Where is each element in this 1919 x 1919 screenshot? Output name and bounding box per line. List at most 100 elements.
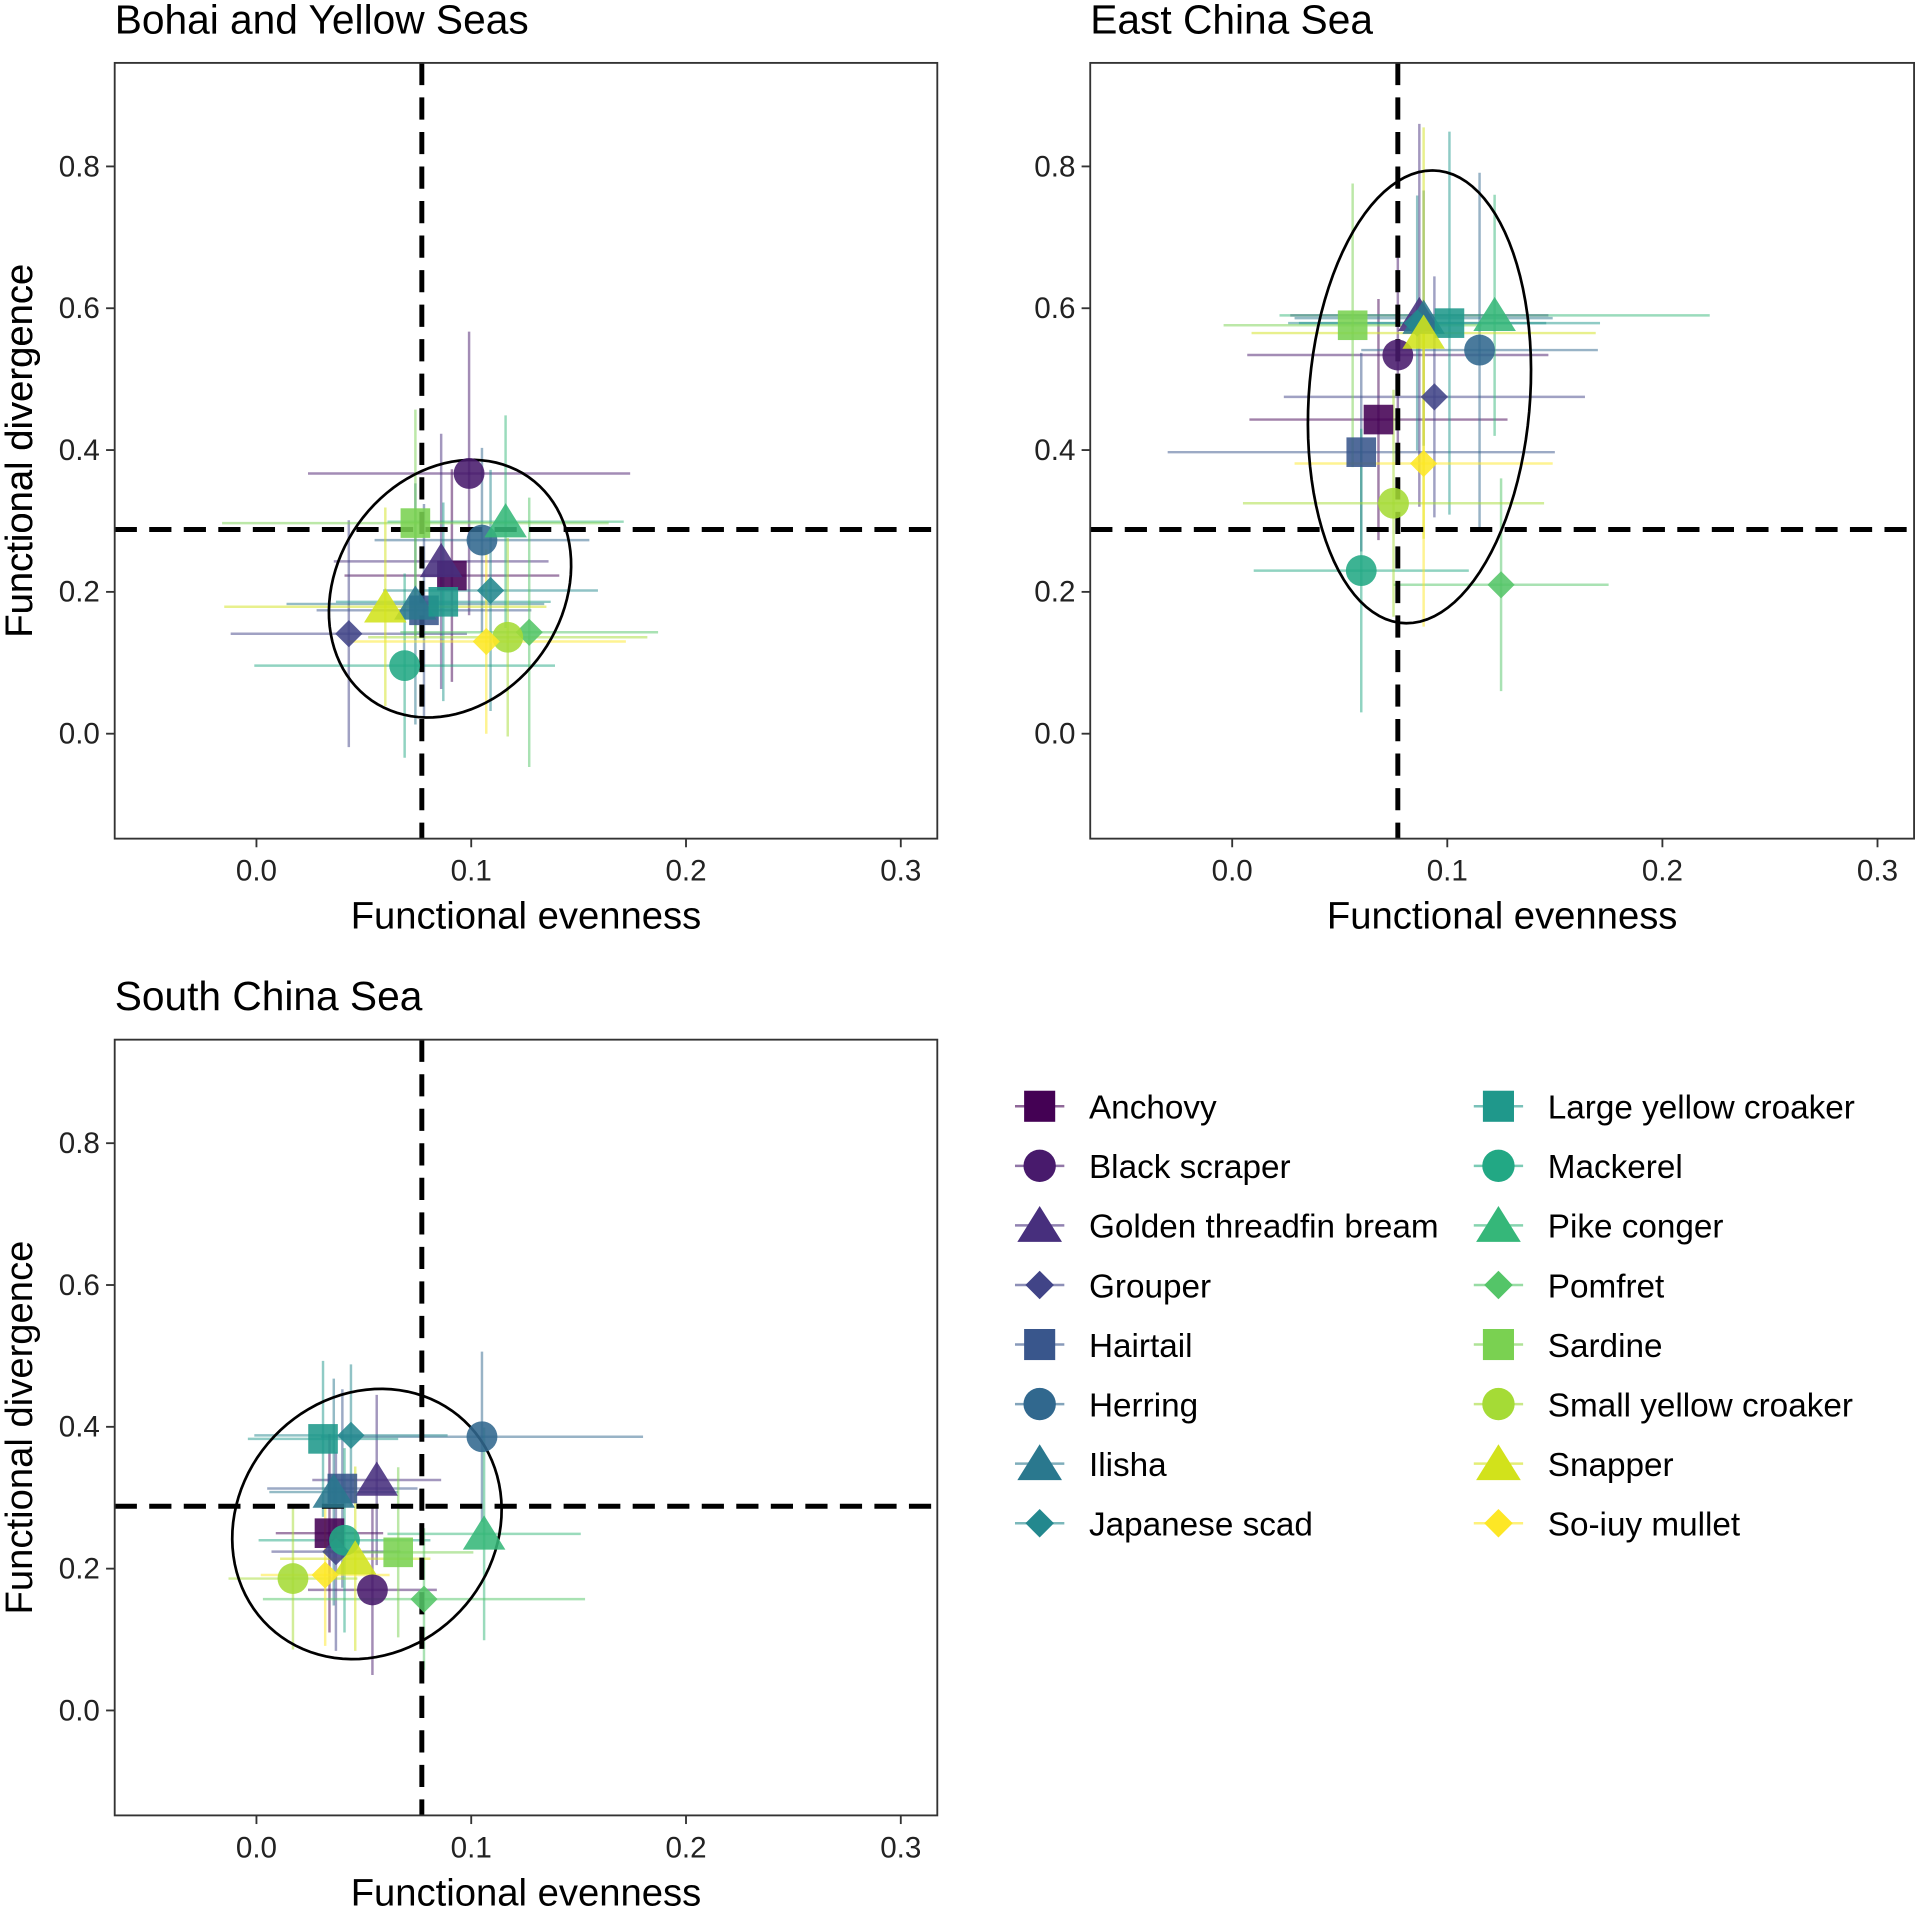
plot-border <box>113 61 939 840</box>
marker-triangle <box>1473 296 1516 332</box>
x-axis-title: Functional evenness <box>351 895 702 938</box>
marker-square <box>1024 1090 1056 1122</box>
legend-entry: Golden threadfin bream <box>1014 1205 1439 1246</box>
legend-entry: Grouper <box>1014 1268 1211 1305</box>
marker-circle <box>492 621 524 653</box>
x-tick-label: 0.2 <box>665 1831 706 1864</box>
marker-triangle <box>1476 1205 1521 1242</box>
x-tick-label: 0.3 <box>1857 855 1898 888</box>
marker-diamond <box>335 620 363 648</box>
marker-diamond <box>515 618 543 646</box>
legend-label: Pomfret <box>1548 1268 1665 1305</box>
y-tick-label: 0.8 <box>1034 150 1075 183</box>
x-tick-label: 0.3 <box>880 1831 921 1864</box>
marker-triangle <box>364 588 407 623</box>
marker-triangle <box>484 503 527 538</box>
marker-triangle <box>312 1473 356 1508</box>
legend-label: Sardine <box>1548 1328 1663 1365</box>
legend: Anchovy Black scraper Golden threadfin bre… <box>1014 1090 1855 1544</box>
y-axis-title: Functional divergence <box>0 264 41 638</box>
legend-label: Mackerel <box>1548 1149 1683 1186</box>
x-tick-label: 0.1 <box>1427 855 1468 888</box>
marker-diamond <box>1420 383 1448 411</box>
x-tick-label: 0.0 <box>236 1831 277 1864</box>
marker-square <box>1434 308 1465 338</box>
marker-triangle <box>355 1461 399 1496</box>
y-tick-label: 0.4 <box>1034 434 1075 467</box>
legend-label: Herring <box>1089 1387 1198 1424</box>
legend-entry: Pike conger <box>1473 1205 1724 1246</box>
x-tick-label: 0.1 <box>451 855 492 888</box>
marker-circle <box>1023 1149 1056 1183</box>
marker-square <box>1024 1328 1056 1361</box>
x-tick-label: 0.2 <box>1642 855 1683 888</box>
marker-triangle <box>394 585 437 620</box>
marker-square <box>400 508 431 538</box>
legend-entry: Japanese scad <box>1014 1507 1313 1544</box>
marker-triangle <box>419 542 463 578</box>
panel: Bohai and Yellow Seas 0.0 0.1 0.2 0.3 0.0 0.2 0… <box>0 0 939 938</box>
legend-entry: So-iuy mullet <box>1473 1507 1740 1544</box>
marker-circle <box>389 650 421 682</box>
y-tick-label: 0.4 <box>59 1411 100 1444</box>
marker-square <box>1482 1328 1514 1361</box>
y-tick-label: 0.4 <box>59 434 100 467</box>
legend-entry: Anchovy <box>1014 1090 1217 1127</box>
legend-entry: Mackerel <box>1473 1149 1683 1186</box>
marker-triangle <box>333 1540 377 1575</box>
marker-square <box>1337 310 1368 341</box>
marker-triangle <box>462 1515 506 1550</box>
marker-circle <box>1482 1149 1515 1183</box>
marker-square <box>428 587 459 617</box>
y-axis-title: Functional divergence <box>0 264 41 638</box>
legend-label: Snapper <box>1548 1447 1674 1484</box>
y-tick-label: 0.0 <box>59 1694 100 1727</box>
panel: East China Sea 0.0 0.1 0.2 0.3 0.0 0.2 0.4 0.6 0.… <box>0 0 1915 938</box>
legend-label: Grouper <box>1089 1268 1211 1305</box>
marker-circle <box>277 1563 309 1594</box>
x-tick-label: 0.0 <box>1212 855 1253 888</box>
panel-title: South China Sea <box>115 973 423 1019</box>
y-tick-label: 0.6 <box>59 292 100 325</box>
marker-diamond <box>1484 1270 1513 1300</box>
marker-diamond <box>1410 449 1438 478</box>
legend-entry: Pomfret <box>1473 1268 1665 1305</box>
legend-entry: Ilisha <box>1014 1444 1167 1484</box>
marker-circle <box>466 1421 498 1453</box>
marker-diamond <box>1487 571 1515 599</box>
x-axis-title: Functional evenness <box>351 1871 702 1914</box>
confidence-ellipse <box>1306 169 1533 625</box>
marker-circle <box>1482 1387 1515 1421</box>
confidence-ellipse <box>230 1387 503 1661</box>
marker-diamond <box>1025 1508 1054 1538</box>
legend-label: Golden threadfin bream <box>1089 1209 1439 1246</box>
legend-label: Black scraper <box>1089 1149 1291 1186</box>
plot-border <box>1089 61 1915 840</box>
confidence-ellipse <box>327 458 573 719</box>
x-tick-label: 0.3 <box>880 855 921 888</box>
marker-diamond <box>311 1561 339 1589</box>
x-tick-label: 0.2 <box>665 855 706 888</box>
marker-circle <box>357 1574 388 1606</box>
marker-triangle <box>1402 314 1445 349</box>
plot-border <box>113 1038 939 1817</box>
y-tick-label: 0.2 <box>1034 576 1075 609</box>
marker-square <box>1482 1090 1514 1122</box>
legend-entry: Small yellow croaker <box>1473 1387 1853 1424</box>
marker-circle <box>453 458 485 489</box>
x-tick-label: 0.0 <box>236 855 277 888</box>
marker-square <box>383 1537 414 1568</box>
legend-entry: Black scraper <box>1014 1149 1291 1186</box>
legend-label: Japanese scad <box>1089 1507 1313 1544</box>
panel-title: Bohai and Yellow Seas <box>115 0 529 42</box>
marker-diamond <box>1484 1508 1513 1538</box>
marker-triangle <box>1476 1444 1521 1481</box>
y-tick-label: 0.6 <box>1034 292 1075 325</box>
legend-entry: Sardine <box>1473 1328 1663 1365</box>
panel: South China Sea 0.0 0.1 0.2 0.3 0.0 0.2 0.4 0.6 0… <box>0 973 939 1914</box>
legend-entry: Large yellow croaker <box>1473 1090 1855 1127</box>
y-tick-label: 0.2 <box>59 1553 100 1586</box>
marker-diamond <box>472 627 500 656</box>
legend-label: Pike conger <box>1548 1209 1724 1246</box>
